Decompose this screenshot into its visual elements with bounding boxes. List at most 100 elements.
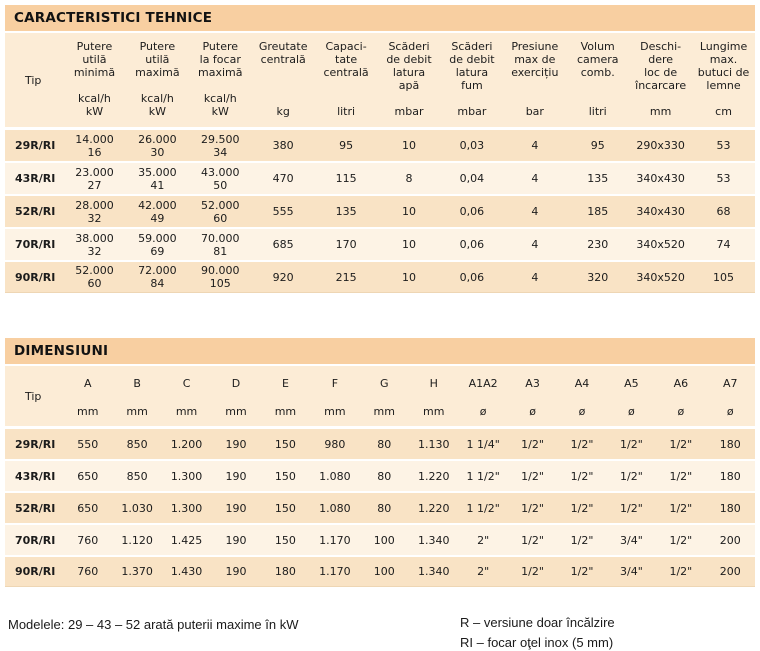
data-cell: 4	[531, 172, 539, 185]
column-unit: mm	[649, 105, 672, 118]
column-unit: mm	[225, 405, 247, 418]
data-cell: 52.000 60	[75, 264, 114, 290]
data-cell: 35.000 41	[138, 165, 177, 192]
column-unit: litri	[588, 105, 607, 118]
column-name: D	[231, 377, 241, 390]
data-cell: 760	[77, 565, 99, 578]
data-cell: 2"	[477, 533, 490, 547]
column-unit: mm	[274, 405, 297, 418]
data-cell: 685	[272, 238, 294, 251]
header-cell: Putere utilă minimă kcal/h kW	[63, 33, 126, 127]
data-cell: 90.000 105	[201, 264, 240, 290]
data-cell: 1.220	[417, 469, 450, 483]
column-unit: mbar	[394, 105, 424, 118]
header-cell: Greutate centrală kg	[252, 33, 315, 127]
data-cell: 850	[126, 469, 148, 483]
data-cell: 1/2"	[521, 501, 544, 515]
data-cell: 1/2"	[620, 501, 643, 515]
header-cell: A7 ø	[706, 366, 755, 426]
data-cell: 185	[587, 205, 609, 218]
row-label: 29R/RI	[15, 437, 56, 451]
column-unit: mm	[175, 405, 198, 418]
header-cell: Volum camera comb. litri	[566, 33, 629, 127]
data-cell: 340x430	[636, 205, 685, 218]
tip-header-label: Tip	[25, 389, 42, 403]
data-cell: 1.340	[417, 565, 450, 578]
data-cell: 920	[272, 270, 294, 284]
data-cell: 0,06	[459, 238, 485, 251]
data-cell: 650	[77, 469, 99, 483]
row-label: 52R/RI	[15, 501, 56, 515]
column-unit: mm	[373, 405, 395, 418]
data-cell: 70.000 81	[201, 231, 240, 258]
data-cell: 1/2"	[521, 533, 544, 547]
header-cell: Putere utilă maximă kcal/h kW	[126, 33, 189, 127]
data-cell: 1.200	[170, 437, 203, 451]
data-cell: 100	[373, 565, 395, 578]
data-cell: 0,06	[459, 205, 485, 218]
data-cell: 1/2"	[669, 533, 693, 547]
column-name: Putere la focar maximă	[198, 40, 243, 79]
data-cell: 28.000 32	[75, 198, 114, 225]
row-label: 70R/RI	[15, 533, 56, 547]
data-cell: 42.000 49	[138, 198, 177, 225]
data-cell: 3/4"	[620, 533, 643, 547]
column-name: Scăderi de debit latura fum	[449, 40, 495, 92]
data-cell: 59.000 69	[138, 231, 177, 258]
data-cell: 1.370	[121, 565, 153, 578]
data-cell: 200	[719, 565, 741, 578]
table-row: 90R/RI 760 1.370 1.430 190 180 1.170 100 1.340 2"…	[5, 557, 755, 587]
column-unit: kg	[276, 105, 290, 118]
data-cell: 230	[587, 238, 609, 251]
column-name: Scăderi de debit latura apă	[386, 40, 432, 92]
header-cell: A6 ø	[656, 366, 705, 426]
data-cell: 3/4"	[620, 565, 643, 578]
data-cell: 180	[719, 469, 741, 483]
data-cell: 105	[713, 270, 735, 284]
data-cell: 80	[377, 437, 392, 451]
data-cell: 1/2"	[521, 437, 544, 451]
header-cell: A4 ø	[557, 366, 606, 426]
data-cell: 1.130	[417, 437, 450, 451]
data-cell: 180	[274, 565, 296, 578]
column-name: Greutate centrală	[258, 40, 308, 66]
data-cell: 215	[335, 270, 357, 284]
column-name: Volum camera comb.	[576, 40, 619, 79]
column-name: C	[182, 377, 191, 390]
data-cell: 4	[531, 205, 539, 218]
column-name: E	[281, 377, 289, 390]
data-cell: 170	[335, 238, 357, 251]
column-name: Deschi- dere loc de încarcare	[635, 40, 687, 92]
footer-models-note: Modelele: 29 – 43 – 52 arată puterii max…	[8, 617, 299, 632]
data-cell: 0,04	[459, 172, 485, 185]
column-unit: litri	[337, 105, 356, 118]
table-row: 43R/RI 650 850 1.300 190 150 1.080 80 1.220 1 1/2…	[5, 461, 755, 491]
header-cell: Lungime max. butuci de lemne cm	[692, 33, 755, 127]
data-cell: 10	[401, 205, 416, 218]
column-unit: mbar	[457, 105, 487, 118]
data-cell: 340x520	[636, 238, 685, 251]
column-name: B	[133, 377, 141, 390]
column-unit: ø	[726, 405, 734, 418]
data-cell: 1.300	[170, 469, 203, 483]
footer-legend: R – versiune doar încălzire RI – focar o…	[460, 613, 615, 651]
row-label: 43R/RI	[15, 172, 56, 185]
data-cell: 0,03	[459, 139, 485, 152]
data-cell: 1.430	[170, 565, 203, 578]
row-label: 90R/RI	[15, 270, 56, 284]
row-label: 29R/RI	[15, 139, 56, 152]
data-cell: 2"	[477, 565, 490, 578]
data-cell: 555	[272, 205, 294, 218]
data-cell: 1.080	[319, 469, 351, 483]
table-row: 90R/RI 52.000 60 72.000 84 90.000 105 920 215…	[5, 262, 755, 293]
column-name: Presiune max de exercițiu	[511, 40, 559, 79]
data-cell: 1/2"	[620, 437, 643, 451]
data-cell: 1/2"	[570, 533, 594, 547]
data-cell: 8	[405, 172, 413, 185]
